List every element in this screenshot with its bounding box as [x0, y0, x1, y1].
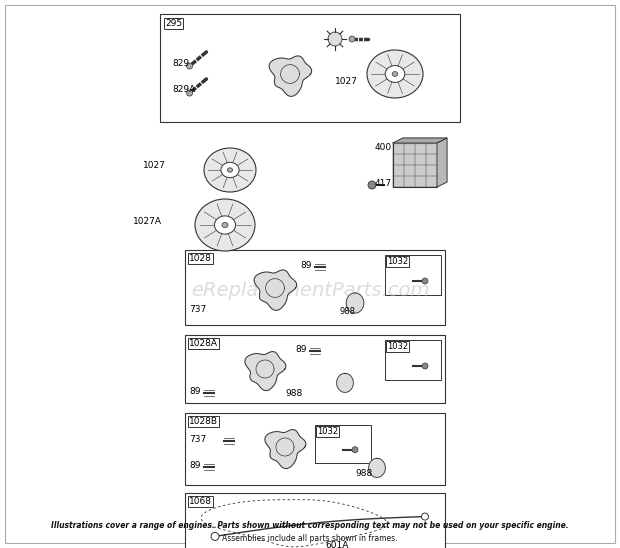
Text: 1028A: 1028A — [189, 339, 218, 348]
Polygon shape — [269, 56, 312, 96]
Text: 1032: 1032 — [387, 257, 408, 266]
Ellipse shape — [222, 222, 228, 227]
Circle shape — [187, 63, 193, 69]
Text: 1028B: 1028B — [189, 417, 218, 426]
Polygon shape — [346, 293, 364, 313]
Text: 1068: 1068 — [189, 497, 212, 506]
Text: 988: 988 — [355, 469, 372, 477]
Polygon shape — [393, 138, 447, 143]
Circle shape — [211, 533, 219, 540]
Bar — [393, 143, 437, 187]
Ellipse shape — [215, 216, 236, 234]
Bar — [185, 413, 445, 485]
Circle shape — [352, 447, 358, 453]
Text: 737: 737 — [189, 435, 206, 443]
Circle shape — [187, 90, 193, 96]
Text: Illustrations cover a range of engines. Parts shown without corresponding text m: Illustrations cover a range of engines. … — [51, 521, 569, 530]
Text: 89: 89 — [189, 386, 200, 396]
Text: 400: 400 — [375, 144, 392, 152]
Circle shape — [349, 36, 355, 42]
Bar — [185, 493, 445, 548]
Polygon shape — [437, 138, 447, 187]
Text: 829A: 829A — [172, 84, 195, 94]
Text: 1028: 1028 — [189, 254, 212, 263]
Circle shape — [328, 32, 342, 46]
Text: eReplacementParts.com: eReplacementParts.com — [191, 281, 429, 300]
Bar — [385, 340, 441, 380]
Text: 829: 829 — [172, 60, 189, 68]
Text: 89: 89 — [295, 345, 306, 353]
Ellipse shape — [228, 168, 232, 172]
Polygon shape — [245, 351, 286, 391]
Polygon shape — [337, 373, 353, 392]
Circle shape — [422, 363, 428, 369]
Polygon shape — [369, 458, 385, 477]
Polygon shape — [265, 430, 306, 469]
Polygon shape — [254, 270, 296, 310]
Bar — [160, 14, 460, 122]
Text: 1027: 1027 — [335, 77, 358, 87]
Text: 1027: 1027 — [143, 161, 166, 169]
Ellipse shape — [204, 148, 256, 192]
Text: 988: 988 — [285, 389, 303, 397]
Text: 601A: 601A — [325, 540, 348, 548]
Ellipse shape — [195, 199, 255, 251]
Text: Assemblies include all parts shown in frames.: Assemblies include all parts shown in fr… — [222, 534, 398, 543]
Ellipse shape — [385, 66, 405, 82]
Text: 89: 89 — [300, 260, 311, 270]
Bar — [185, 335, 445, 403]
Text: 737: 737 — [189, 305, 206, 315]
Text: 1032: 1032 — [387, 342, 408, 351]
Text: 417: 417 — [375, 180, 392, 189]
Ellipse shape — [367, 50, 423, 98]
Text: 1027A: 1027A — [133, 218, 162, 226]
Text: 988: 988 — [340, 307, 356, 317]
Text: 1032: 1032 — [317, 427, 338, 436]
Text: 295: 295 — [165, 19, 182, 28]
Circle shape — [422, 513, 428, 520]
Bar — [385, 255, 441, 295]
Circle shape — [422, 278, 428, 284]
Circle shape — [368, 181, 376, 189]
Bar — [315, 425, 371, 463]
Text: 89: 89 — [189, 460, 200, 470]
Ellipse shape — [392, 72, 398, 76]
Ellipse shape — [221, 162, 239, 178]
Bar — [185, 250, 445, 325]
